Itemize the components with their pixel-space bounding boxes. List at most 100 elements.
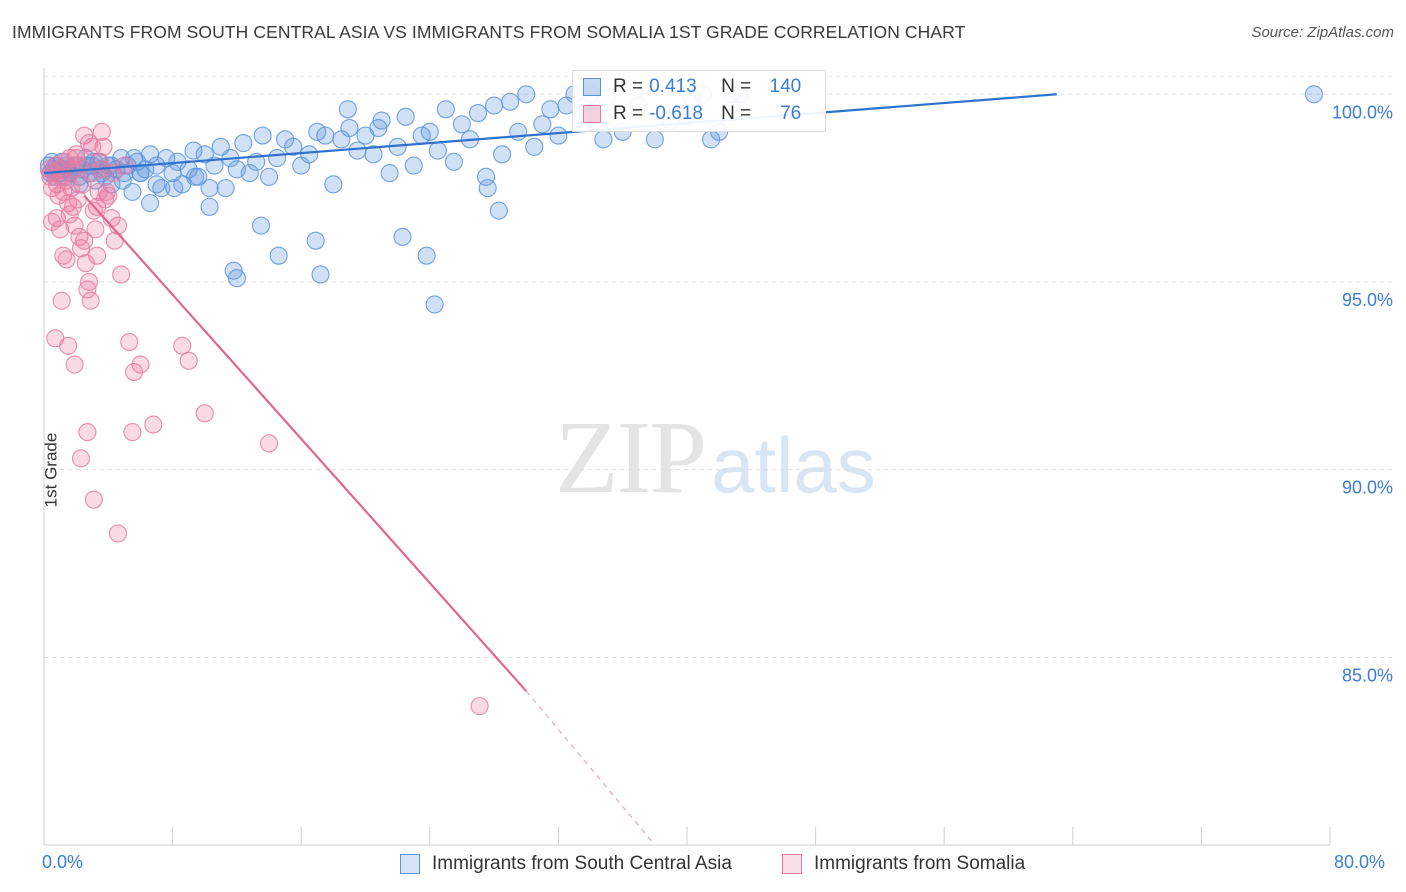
point-south-central-asia xyxy=(141,194,160,213)
point-somalia xyxy=(52,291,71,310)
point-somalia xyxy=(105,231,124,250)
point-south-central-asia xyxy=(316,126,335,145)
point-somalia xyxy=(259,434,279,453)
point-south-central-asia xyxy=(417,246,436,265)
point-south-central-asia xyxy=(306,231,325,250)
point-south-central-asia xyxy=(364,145,383,164)
y-tick-labels: 85.0% 90.0% 95.0% 100.0% xyxy=(1332,102,1393,685)
y-tick-label: 95.0% xyxy=(1342,290,1393,310)
point-south-central-asia xyxy=(113,171,132,190)
point-south-central-asia xyxy=(200,197,219,216)
point-south-central-asia xyxy=(396,107,415,126)
point-south-central-asia xyxy=(493,145,512,164)
legend-n-value: 76 xyxy=(780,103,802,124)
point-south-central-asia xyxy=(509,122,528,141)
point-south-central-asia xyxy=(501,92,520,111)
point-south-central-asia xyxy=(268,149,287,168)
point-south-central-asia xyxy=(216,179,235,198)
point-south-central-asia xyxy=(380,164,399,183)
point-south-central-asia xyxy=(253,126,272,145)
point-south-central-asia xyxy=(234,134,253,153)
legend-label: Immigrants from South Central Asia xyxy=(432,853,732,874)
point-south-central-asia xyxy=(251,216,271,235)
point-somalia xyxy=(87,197,107,216)
chart-title: IMMIGRANTS FROM SOUTH CENTRAL ASIA VS IM… xyxy=(12,22,966,42)
point-somalia xyxy=(91,152,110,171)
point-somalia xyxy=(470,697,489,716)
point-somalia xyxy=(84,490,103,509)
legend-swatch-blue xyxy=(583,78,601,96)
point-somalia xyxy=(59,336,78,355)
point-south-central-asia xyxy=(452,115,472,134)
legend-swatch-pink xyxy=(782,854,802,874)
legend-item-south-central-asia[interactable]: Immigrants from South Central Asia xyxy=(400,850,732,878)
point-south-central-asia xyxy=(259,167,279,186)
legend-n-label: N = xyxy=(721,76,752,97)
point-south-central-asia xyxy=(541,100,560,119)
point-somalia xyxy=(79,272,99,292)
point-south-central-asia xyxy=(205,156,224,175)
series-somalia xyxy=(39,122,489,716)
point-south-central-asia xyxy=(420,122,439,141)
point-south-central-asia xyxy=(165,179,184,198)
legend-swatch-pink xyxy=(583,105,601,123)
point-south-central-asia xyxy=(340,119,359,138)
point-somalia xyxy=(124,362,144,382)
point-south-central-asia xyxy=(227,269,246,288)
watermark-atlas: atlas xyxy=(711,421,876,509)
point-somalia xyxy=(92,122,111,141)
point-south-central-asia xyxy=(1304,85,1323,104)
point-somalia xyxy=(71,449,91,468)
point-somalia xyxy=(78,423,97,442)
trend-line-somalia-extension xyxy=(525,690,656,846)
point-south-central-asia xyxy=(284,137,303,156)
point-south-central-asia xyxy=(338,100,357,119)
point-somalia xyxy=(65,355,84,374)
watermark: ZIPatlas xyxy=(555,398,876,517)
trend-line-south-central-asia xyxy=(43,93,1057,175)
y-tick-label: 100.0% xyxy=(1332,102,1393,122)
point-south-central-asia xyxy=(444,152,463,171)
point-somalia xyxy=(123,423,142,442)
point-south-central-asia xyxy=(645,130,664,149)
legend-n-label: N = xyxy=(721,103,752,124)
point-somalia xyxy=(78,280,97,299)
legend-row-south-central-asia: R = 0.413 N = 140 xyxy=(583,74,801,100)
point-south-central-asia xyxy=(533,115,552,134)
point-somalia xyxy=(173,336,192,355)
x-tick-label-min: 0.0% xyxy=(42,852,84,872)
point-somalia xyxy=(65,216,84,235)
point-somalia xyxy=(120,332,139,352)
point-south-central-asia xyxy=(485,96,504,115)
point-somalia xyxy=(62,179,81,198)
legend-row-somalia: R = -0.618 N = 76 xyxy=(583,101,801,127)
watermark-zip: ZIP xyxy=(555,400,707,515)
point-south-central-asia xyxy=(594,130,613,149)
trend-lines xyxy=(43,93,1057,846)
point-south-central-asia xyxy=(517,85,536,104)
point-somalia xyxy=(112,265,131,284)
legend-n-value: 140 xyxy=(769,76,802,97)
legend-item-somalia[interactable]: Immigrants from Somalia xyxy=(782,850,1025,878)
point-south-central-asia xyxy=(425,295,444,314)
point-somalia xyxy=(86,220,105,239)
point-south-central-asia xyxy=(240,164,259,183)
point-south-central-asia xyxy=(393,227,412,246)
source-label: Source: ZipAtlas.com xyxy=(1251,24,1394,41)
point-somalia xyxy=(81,291,100,310)
point-somalia xyxy=(83,137,102,156)
grid-lines xyxy=(44,75,1395,658)
legend-r-label: R = xyxy=(613,103,644,124)
legend-r-label: R = xyxy=(613,76,644,97)
point-somalia xyxy=(57,250,76,269)
point-somalia xyxy=(195,404,214,423)
point-south-central-asia xyxy=(477,167,496,186)
trend-line-somalia xyxy=(83,194,528,692)
point-south-central-asia xyxy=(269,246,288,265)
legend-swatch-blue xyxy=(400,854,420,874)
axes xyxy=(43,68,1331,846)
point-somalia xyxy=(47,209,66,228)
point-south-central-asia xyxy=(200,179,219,198)
point-somalia xyxy=(51,220,70,239)
